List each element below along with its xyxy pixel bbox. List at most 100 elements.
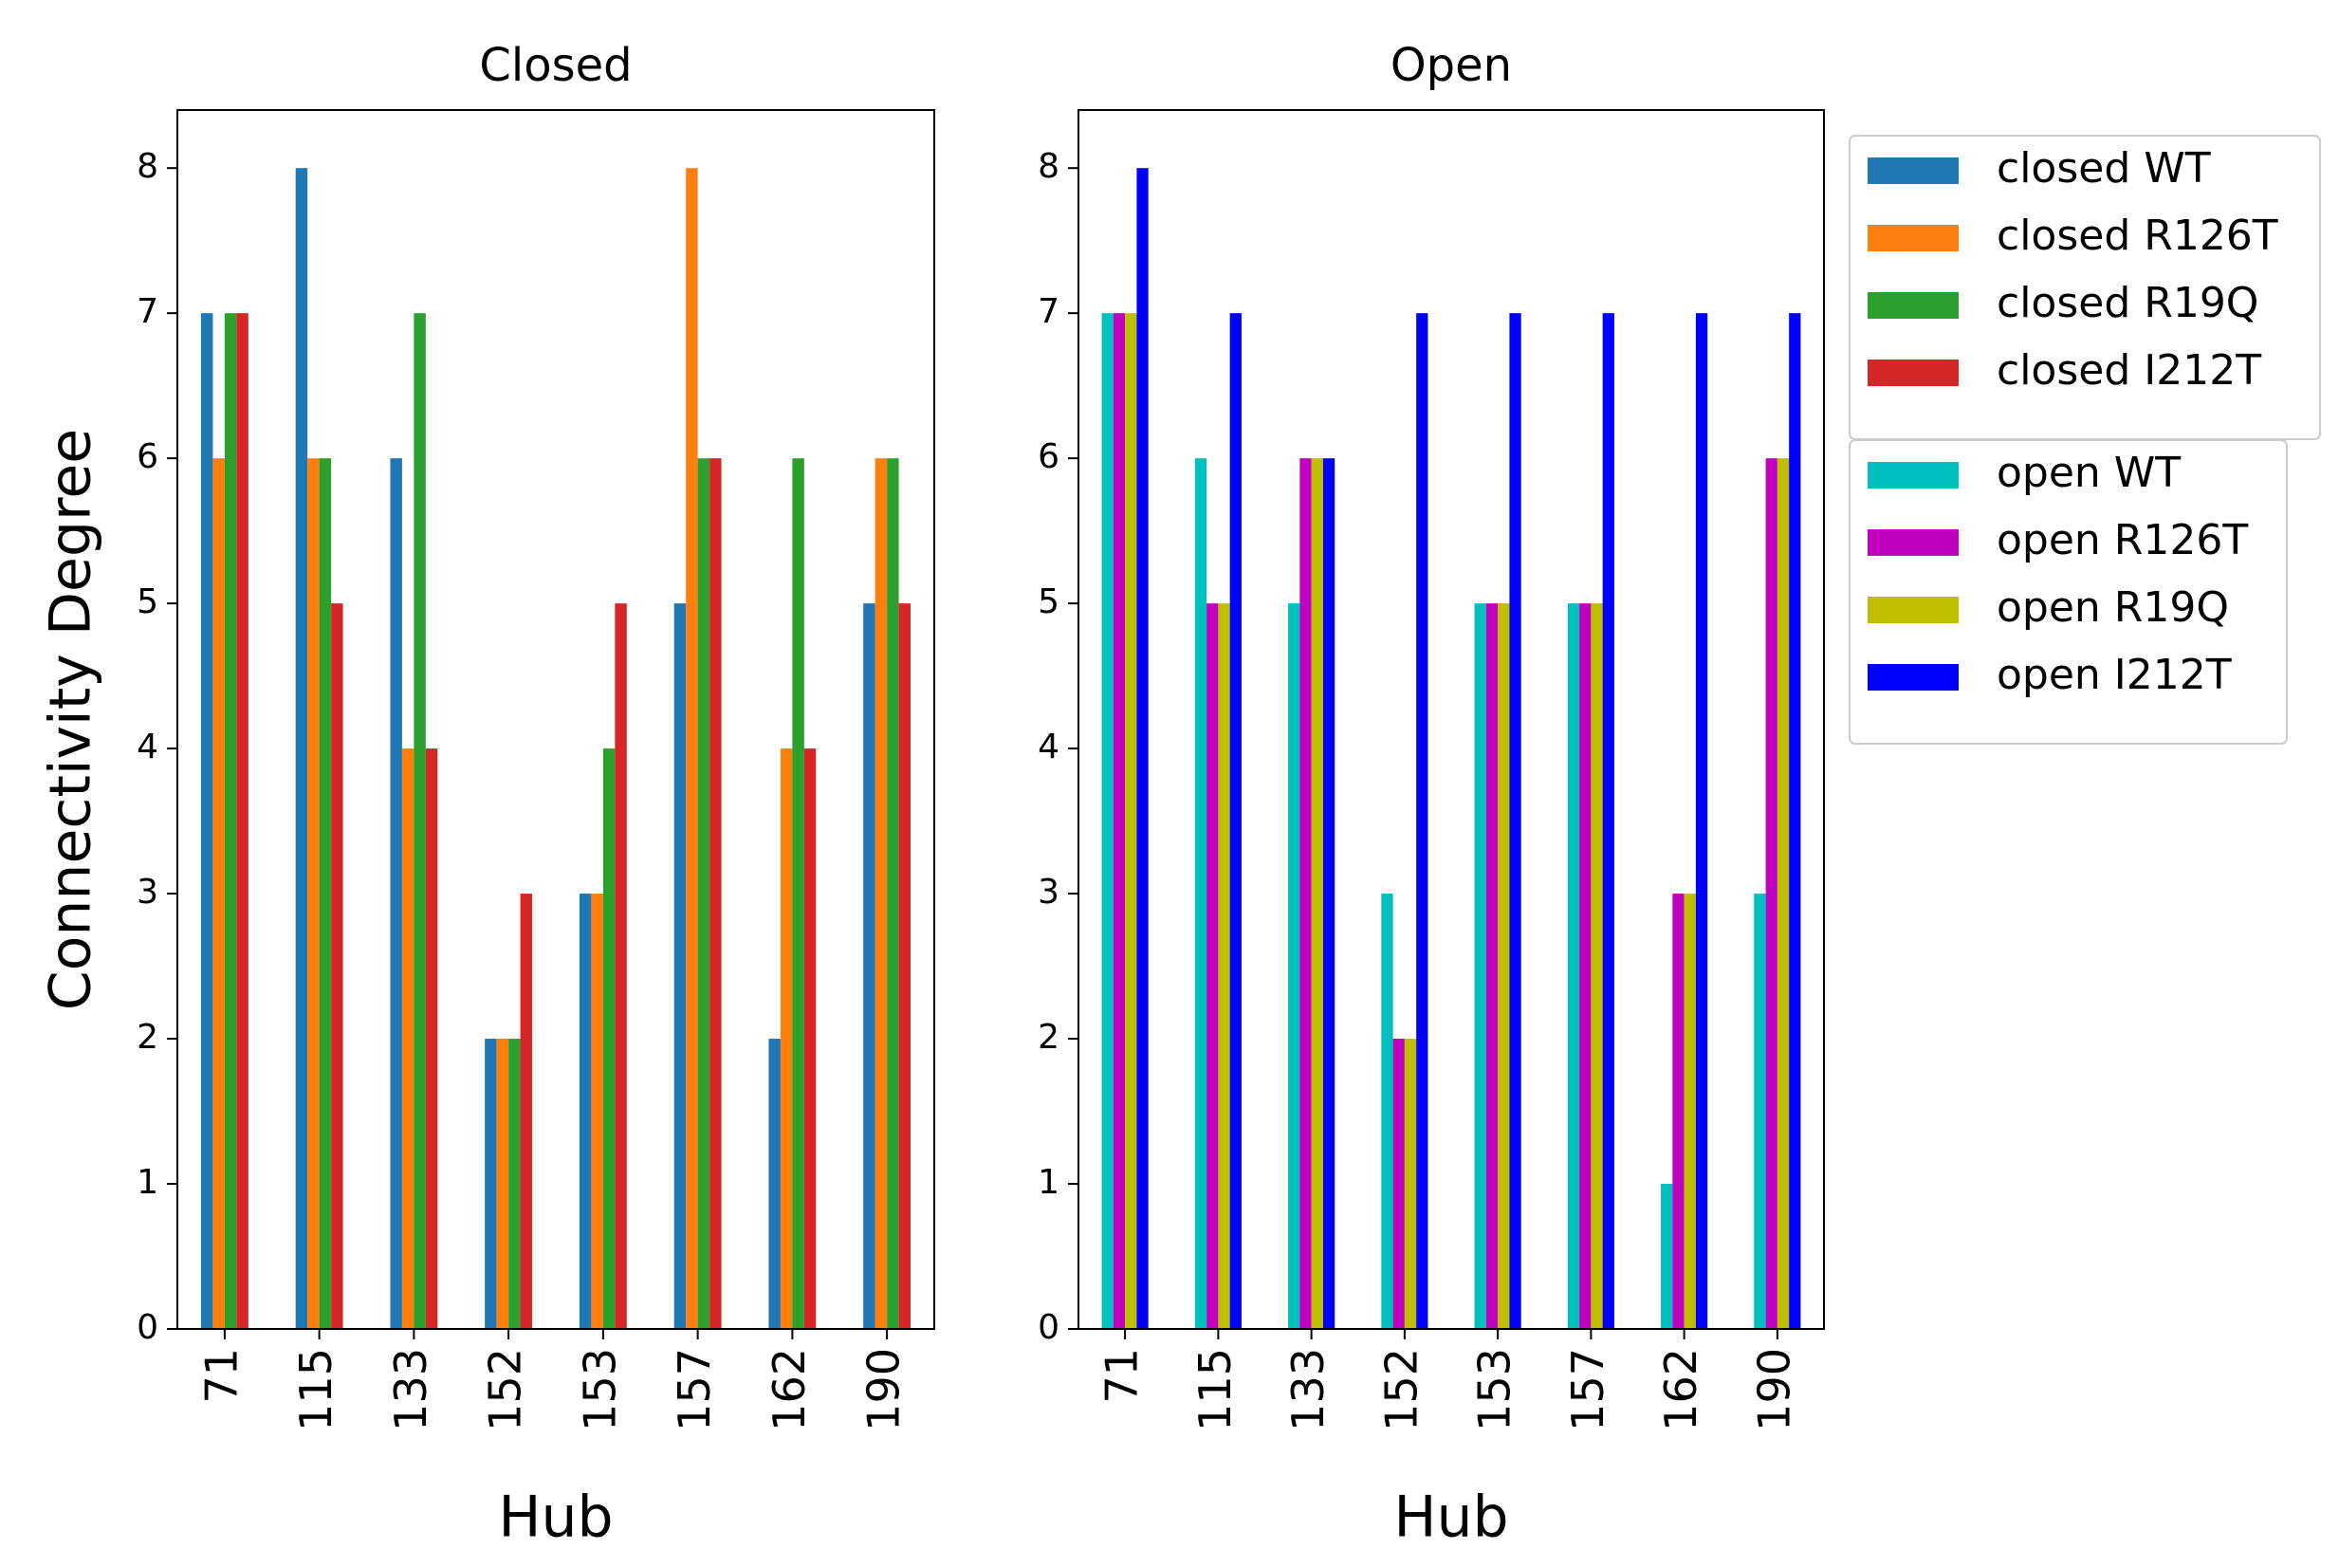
x-tick-label: 190 (858, 1348, 910, 1431)
y-tick-label: 6 (1038, 437, 1059, 476)
legend-box (1849, 439, 2288, 745)
bar (1322, 458, 1335, 1330)
bar (1288, 603, 1300, 1329)
bar (602, 748, 616, 1329)
bar (1299, 458, 1312, 1330)
bar (414, 313, 426, 1330)
x-tick-label: 115 (1189, 1348, 1241, 1431)
bar (1218, 603, 1230, 1329)
bar (1381, 894, 1393, 1329)
y-tick-label: 1 (1038, 1163, 1059, 1202)
y-tick-label: 5 (137, 582, 158, 621)
x-axis-label: Hub (1393, 1485, 1508, 1551)
legend-swatch (1868, 529, 1959, 556)
chart-title: Open (1391, 39, 1512, 92)
bar (508, 1039, 521, 1329)
bar (1579, 603, 1592, 1329)
y-tick-label: 3 (1038, 873, 1059, 912)
bar (520, 894, 533, 1329)
bar (1498, 603, 1510, 1329)
y-tick-label: 5 (1038, 582, 1059, 621)
bar (425, 748, 438, 1329)
legend-label: open R19Q (1997, 583, 2229, 632)
x-tick-label: 152 (1375, 1348, 1427, 1431)
bar (887, 458, 899, 1330)
y-tick-label: 2 (1038, 1018, 1059, 1057)
y-tick-label: 1 (137, 1163, 158, 1202)
bar (803, 748, 817, 1329)
bar (485, 1039, 497, 1329)
bar (1474, 603, 1486, 1329)
bar (1485, 603, 1499, 1329)
x-tick-label: 153 (1469, 1348, 1520, 1431)
y-tick-label: 0 (1038, 1308, 1059, 1347)
x-tick-label: 133 (1282, 1348, 1334, 1431)
legend-swatch (1868, 292, 1959, 319)
legend-label: closed I212T (1997, 346, 2261, 395)
bar (1602, 313, 1614, 1330)
bar (496, 1039, 509, 1329)
bar (390, 458, 402, 1330)
bar (1113, 313, 1126, 1330)
bar (1754, 894, 1766, 1329)
bar (295, 168, 308, 1330)
y-axis-label: Connectivity Degree (38, 429, 104, 1010)
legend-swatch (1868, 225, 1959, 251)
bar (1695, 313, 1708, 1330)
bar (673, 603, 687, 1329)
bar (591, 894, 603, 1329)
x-tick-label: 162 (764, 1348, 815, 1431)
bar (768, 1039, 781, 1329)
legend-label: closed R126T (1997, 212, 2278, 260)
bar (1684, 894, 1696, 1329)
bar (709, 458, 722, 1330)
x-tick-label: 71 (195, 1348, 247, 1404)
bar (1789, 313, 1801, 1330)
bar (236, 313, 249, 1330)
bar (1392, 1039, 1405, 1329)
bar (1206, 603, 1219, 1329)
bar (863, 603, 875, 1329)
bar (697, 458, 710, 1330)
bar (1591, 603, 1603, 1329)
y-tick-label: 0 (137, 1308, 158, 1347)
axes-frame (176, 109, 935, 1330)
x-tick-label: 157 (1562, 1348, 1613, 1431)
legend-swatch (1868, 462, 1959, 489)
legend-label: open R126T (1997, 516, 2248, 564)
y-tick-label: 4 (137, 728, 158, 766)
y-tick-label: 2 (137, 1018, 158, 1057)
legend-swatch (1868, 664, 1959, 691)
x-tick-label: 157 (669, 1348, 720, 1431)
chart-title: Closed (479, 39, 632, 92)
bar (792, 458, 804, 1330)
axes-frame (1077, 109, 1825, 1330)
x-axis-label: Hub (498, 1485, 613, 1551)
y-tick-label: 8 (1038, 147, 1059, 186)
y-tick-label: 7 (137, 292, 158, 331)
bar (579, 894, 592, 1329)
bar (1509, 313, 1521, 1330)
bar (615, 603, 627, 1329)
y-tick-label: 4 (1038, 728, 1059, 766)
bar (1136, 168, 1149, 1330)
x-tick-label: 153 (574, 1348, 625, 1431)
bar (1567, 603, 1580, 1329)
legend-label: closed WT (1997, 144, 2211, 193)
bar (1311, 458, 1323, 1330)
bar (1125, 313, 1137, 1330)
bar (401, 748, 414, 1329)
bar (1404, 1039, 1417, 1329)
y-tick-label: 7 (1038, 292, 1059, 331)
bar (212, 458, 225, 1330)
legend-swatch (1868, 157, 1959, 184)
y-tick-label: 6 (137, 437, 158, 476)
bar (307, 458, 320, 1330)
bar (1229, 313, 1242, 1330)
x-tick-label: 152 (480, 1348, 531, 1431)
y-tick-label: 3 (137, 873, 158, 912)
x-tick-label: 190 (1748, 1348, 1799, 1431)
legend-label: open I212T (1997, 651, 2232, 699)
legend-swatch (1868, 360, 1959, 386)
